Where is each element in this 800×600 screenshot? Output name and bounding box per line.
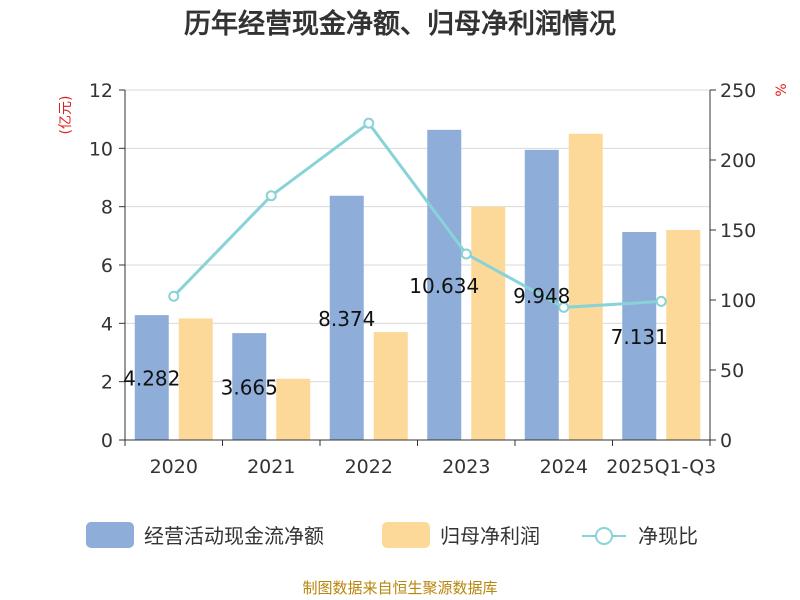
data-label-cashflow: 9.948 — [513, 284, 570, 308]
legend-label-cashflow: 经营活动现金流净额 — [144, 524, 324, 548]
ratio-line — [168, 117, 667, 313]
data-label-cashflow: 4.282 — [123, 367, 180, 391]
bar-net-profit — [276, 378, 311, 440]
bar-net-profit — [178, 318, 213, 440]
x-tick-label: 2024 — [540, 456, 588, 478]
right-axis-unit: % — [774, 83, 790, 96]
left-tick-label: 12 — [89, 80, 113, 102]
data-label-cashflow: 3.665 — [221, 376, 278, 400]
legend-marker-ratio — [595, 527, 613, 545]
right-tick-label: 250 — [720, 80, 756, 102]
ratio-point — [655, 295, 667, 307]
left-tick-label: 2 — [101, 372, 113, 394]
right-tick-label: 150 — [720, 220, 756, 242]
data-label-cashflow: 7.131 — [611, 325, 668, 349]
right-tick-label: 200 — [720, 150, 756, 172]
bar-cashflow — [134, 315, 169, 440]
x-tick-label: 2022 — [345, 456, 393, 478]
left-tick-label: 10 — [89, 138, 113, 160]
ratio-point — [558, 301, 570, 313]
left-tick-label: 6 — [101, 255, 113, 277]
bar-cashflow — [329, 195, 364, 440]
legend-label-ratio: 净现比 — [638, 524, 698, 548]
left-tick-label: 8 — [101, 197, 113, 219]
x-tick-label: 2021 — [247, 456, 295, 478]
left-axis-unit: (亿元) — [58, 96, 74, 135]
bar-cashflow — [622, 232, 657, 440]
legend-label-net-profit: 归母净利润 — [440, 524, 540, 548]
left-tick-label: 4 — [101, 313, 113, 335]
x-tick-label: 2020 — [150, 456, 198, 478]
bar-net-profit — [666, 230, 701, 440]
legend-swatch-net-profit — [382, 522, 430, 548]
ratio-point — [363, 117, 375, 129]
bar-net-profit — [471, 206, 506, 440]
right-tick-label: 100 — [720, 290, 756, 312]
legend: 经营活动现金流净额 归母净利润 净现比 — [86, 522, 698, 548]
bar-cashflow — [232, 333, 267, 440]
ratio-line-path — [172, 121, 662, 309]
grid-lines — [125, 89, 710, 383]
right-tick-label: 50 — [720, 360, 744, 382]
ratio-point — [460, 248, 472, 260]
right-tick-label: 0 — [720, 430, 732, 452]
data-labels: 4.282 3.665 8.374 10.634 9.948 7.131 — [123, 274, 668, 400]
axes: 0 2 4 6 8 10 12 0 50 100 150 200 250 2020 2021 2022 2023… — [89, 80, 756, 478]
bars — [134, 129, 701, 440]
ratio-point — [168, 290, 180, 302]
bar-cashflow — [427, 129, 462, 440]
source-footer: 制图数据来自恒生聚源数据库 — [302, 579, 497, 597]
data-label-cashflow: 10.634 — [409, 274, 479, 298]
x-tick-label: 2025Q1-Q3 — [606, 456, 716, 478]
data-label-cashflow: 8.374 — [318, 307, 375, 331]
legend-swatch-cashflow — [86, 522, 134, 548]
chart-title: 历年经营现金净额、归母净利润情况 — [184, 8, 616, 40]
ratio-point — [265, 190, 277, 202]
bar-net-profit — [373, 332, 408, 440]
left-tick-label: 0 — [101, 430, 113, 452]
bar-net-profit — [568, 133, 603, 440]
x-tick-label: 2023 — [442, 456, 490, 478]
